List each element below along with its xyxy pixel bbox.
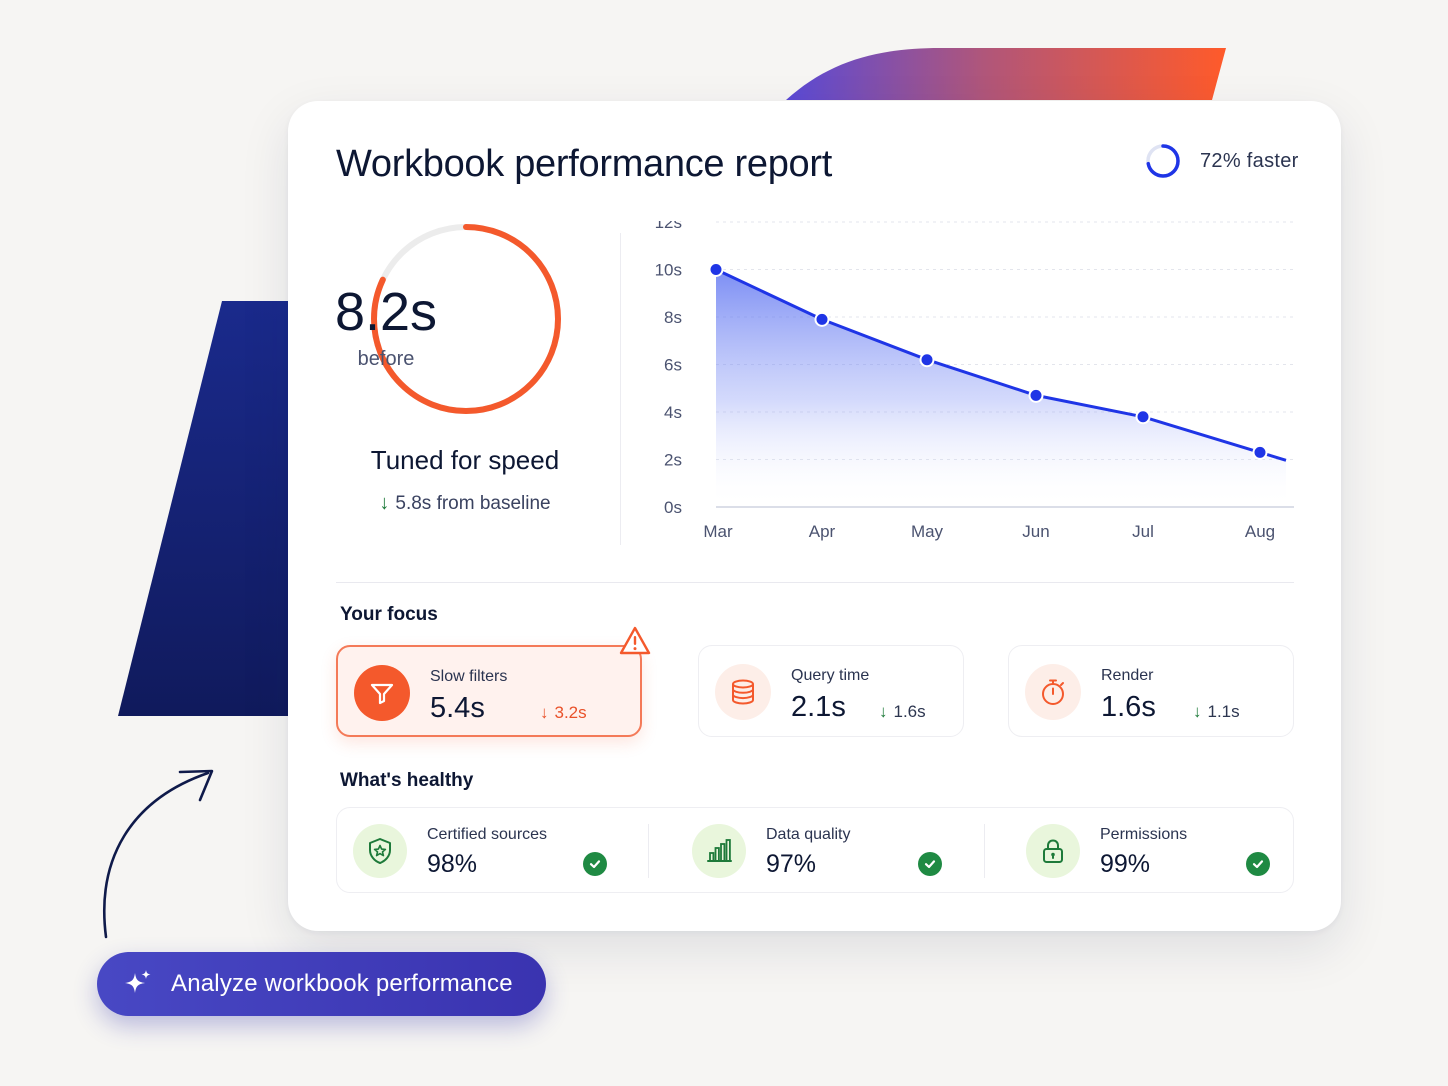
chart-point <box>814 311 830 327</box>
x-tick-label: Apr <box>809 522 836 541</box>
focus-delta: ↓ 1.1s <box>1193 702 1240 722</box>
summary-headline: Tuned for speed <box>370 445 560 475</box>
report-card: Workbook performance report 72% faster 8… <box>288 101 1341 931</box>
x-tick-label: May <box>911 522 944 541</box>
focus-card-render[interactable]: Render 1.6s ↓ 1.1s <box>1008 645 1294 737</box>
down-arrow-icon: ↓ <box>379 492 390 514</box>
chart-point <box>1028 387 1044 403</box>
focus-card-query-time[interactable]: Query time 2.1s ↓ 1.6s <box>698 645 964 737</box>
summary-divider <box>620 233 621 545</box>
database-icon <box>732 679 754 705</box>
check-circle-icon <box>1246 852 1270 876</box>
speed-badge: 72% faster <box>1144 141 1299 181</box>
speed-badge-label: 72% faster <box>1200 149 1299 172</box>
y-tick-label: 10s <box>655 261 682 280</box>
focus-icon-circle <box>1025 664 1081 720</box>
lock-icon <box>1043 839 1063 863</box>
chart-point <box>708 262 724 277</box>
healthy-item-permissions: Permissions 99% <box>1010 808 1310 894</box>
x-tick-label: Aug <box>1245 522 1275 541</box>
healthy-heading: What's healthy <box>340 770 474 791</box>
summary-delta: ↓ 5.8s from baseline <box>324 492 606 515</box>
healthy-icon-circle <box>353 824 407 878</box>
healthy-icon-circle <box>1026 824 1080 878</box>
progress-ring-icon <box>1146 144 1180 178</box>
healthy-separator <box>984 824 985 878</box>
gradient-swoosh-shape <box>786 48 1226 100</box>
chart-point <box>1252 444 1268 460</box>
summary-caption: before <box>357 348 415 370</box>
healthy-label: Certified sources <box>427 826 548 843</box>
report-title: Workbook performance report <box>336 143 832 185</box>
focus-label: Query time <box>791 667 870 684</box>
healthy-label: Data quality <box>766 826 851 843</box>
healthy-value: 97% <box>766 850 817 878</box>
y-tick-label: 6s <box>664 356 682 375</box>
focus-delta: ↓ 3.2s <box>540 703 587 723</box>
filter-icon <box>370 683 394 705</box>
focus-delta-value: 1.6s <box>893 702 926 721</box>
healthy-label: Permissions <box>1100 826 1188 843</box>
navy-wedge-shape <box>118 301 290 716</box>
focus-delta: ↓ 1.6s <box>879 702 926 722</box>
y-tick-label: 12s <box>655 221 682 232</box>
focus-icon-circle <box>354 665 410 721</box>
y-tick-label: 4s <box>664 403 682 422</box>
focus-value: 5.4s <box>430 692 485 724</box>
chart-area <box>716 269 1286 507</box>
shield-star-icon <box>369 838 391 864</box>
focus-card-slow-filters[interactable]: Slow filters 5.4s ↓ 3.2s <box>336 626 651 737</box>
down-arrow-icon: ↓ <box>879 702 888 721</box>
chart-point <box>919 352 935 368</box>
focus-heading: Your focus <box>340 604 438 625</box>
curved-arrow-head-icon <box>178 769 214 802</box>
x-tick-label: Jun <box>1022 522 1049 541</box>
healthy-panel: Certified sources 98% Data quality 97% <box>336 807 1294 893</box>
check-circle-icon <box>918 852 942 876</box>
sparkle-icon <box>121 967 155 1001</box>
summary-value: 8.2s <box>334 282 438 342</box>
x-tick-label: Jul <box>1132 522 1154 541</box>
focus-label: Render <box>1101 667 1154 684</box>
healthy-item-data-quality: Data quality 97% <box>676 808 976 894</box>
focus-label: Slow filters <box>430 668 508 685</box>
chart-point <box>1135 409 1151 425</box>
summary-ring <box>371 224 561 414</box>
healthy-value: 99% <box>1100 850 1151 878</box>
analyze-workbook-label: Analyze workbook performance <box>171 970 513 997</box>
summary-delta-text: 5.8s from baseline <box>395 493 551 514</box>
focus-value: 1.6s <box>1101 691 1156 723</box>
focus-delta-value: 3.2s <box>554 703 587 722</box>
analyze-workbook-button[interactable]: Analyze workbook performance <box>97 952 546 1016</box>
focus-value: 2.1s <box>791 691 846 723</box>
healthy-item-certified-sources: Certified sources 98% <box>337 808 637 894</box>
x-tick-label: Mar <box>703 522 733 541</box>
y-tick-label: 2s <box>664 451 682 470</box>
curved-arrow-icon <box>103 771 210 939</box>
focus-delta-value: 1.1s <box>1207 702 1240 721</box>
healthy-value: 98% <box>427 850 478 878</box>
healthy-icon-circle <box>692 824 746 878</box>
warning-icon <box>619 626 651 655</box>
section-divider <box>336 582 1294 583</box>
y-tick-label: 8s <box>664 308 682 327</box>
down-arrow-icon: ↓ <box>540 703 549 722</box>
healthy-separator <box>648 824 649 878</box>
check-circle-icon <box>583 852 607 876</box>
y-tick-label: 0s <box>664 498 682 517</box>
stopwatch-icon <box>1042 679 1064 705</box>
bar-chart-icon <box>707 839 732 862</box>
down-arrow-icon: ↓ <box>1193 702 1202 721</box>
performance-chart: 12s 10s 8s 6s 4s 2s 0s Mar Apr May Jun Jul Aug <box>655 221 1294 541</box>
focus-icon-circle <box>715 664 771 720</box>
